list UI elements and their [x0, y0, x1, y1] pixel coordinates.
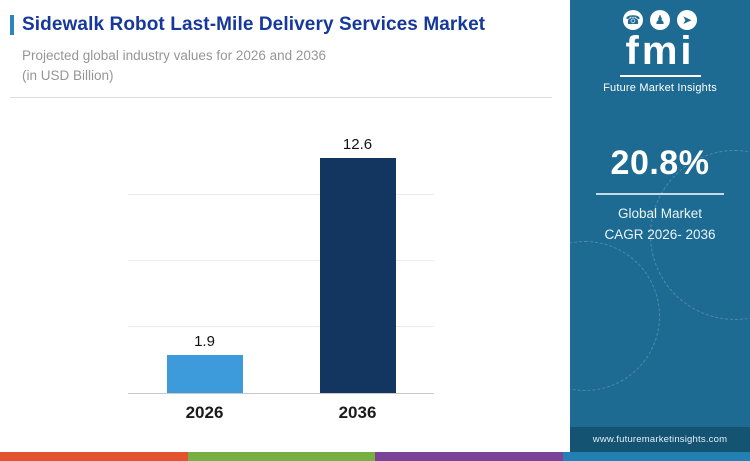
logo-wordmark: fmi — [619, 30, 701, 77]
bar-group-2026: 1.9 — [128, 136, 281, 394]
subtitle: Projected global industry values for 202… — [22, 46, 552, 85]
stripe-segment-purple — [375, 452, 563, 461]
cagr-label: Global Market CAGR 2026- 2036 — [596, 204, 724, 246]
header-divider — [10, 97, 552, 99]
subtitle-line-2: (in USD Billion) — [22, 67, 114, 83]
cagr-stat: 20.8% Global Market CAGR 2026- 2036 — [596, 144, 724, 246]
gridline — [128, 194, 434, 196]
gridline — [128, 260, 434, 262]
cagr-label-line-1: Global Market — [617, 206, 703, 221]
plot-area: 1.9 12.6 — [128, 136, 434, 395]
subtitle-line-1: Projected global industry values for 202… — [22, 48, 326, 63]
megaphone-icon: ☎ — [623, 10, 643, 30]
cagr-label-line-2: CAGR 2026- 2036 — [604, 226, 716, 242]
bar-group-2036: 12.6 — [281, 136, 434, 394]
title-accent-bar — [10, 15, 14, 35]
x-axis-label-2026: 2026 — [185, 403, 224, 423]
website-link[interactable]: www.futuremarketinsights.com — [570, 427, 750, 452]
rocket-icon: ➤ — [677, 10, 697, 30]
person-icon: ♟ — [650, 10, 670, 30]
stat-divider — [596, 193, 724, 195]
stripe-segment-orange — [0, 452, 188, 461]
bar-value-label-2036: 12.6 — [342, 136, 373, 154]
page-title: Sidewalk Robot Last-Mile Delivery Servic… — [22, 14, 486, 35]
logo-icons: ☎ ♟ ➤ — [603, 10, 717, 30]
decorative-circle — [570, 241, 660, 391]
x-axis-labels: 2026 2036 — [128, 403, 434, 423]
logo-subtext: Future Market Insights — [603, 82, 717, 94]
bottom-color-stripe — [0, 452, 750, 461]
cagr-value: 20.8% — [610, 144, 710, 182]
bar-2036 — [319, 158, 396, 394]
bar-chart: 1.9 12.6 2026 2036 — [128, 136, 434, 423]
bars: 1.9 12.6 — [128, 136, 434, 394]
bar-2026 — [166, 355, 243, 394]
header: Sidewalk Robot Last-Mile Delivery Servic… — [0, 0, 570, 99]
sidebar: ☎ ♟ ➤ fmi Future Market Insights 20.8% G… — [570, 0, 750, 461]
stripe-segment-blue — [562, 452, 750, 461]
x-axis-label-2036: 2036 — [338, 403, 377, 423]
fmi-logo: ☎ ♟ ➤ fmi Future Market Insights — [603, 10, 717, 94]
gridline — [128, 326, 434, 328]
bar-value-label-2026: 1.9 — [194, 333, 215, 351]
stripe-segment-green — [187, 452, 375, 461]
main-panel: Sidewalk Robot Last-Mile Delivery Servic… — [0, 0, 570, 423]
